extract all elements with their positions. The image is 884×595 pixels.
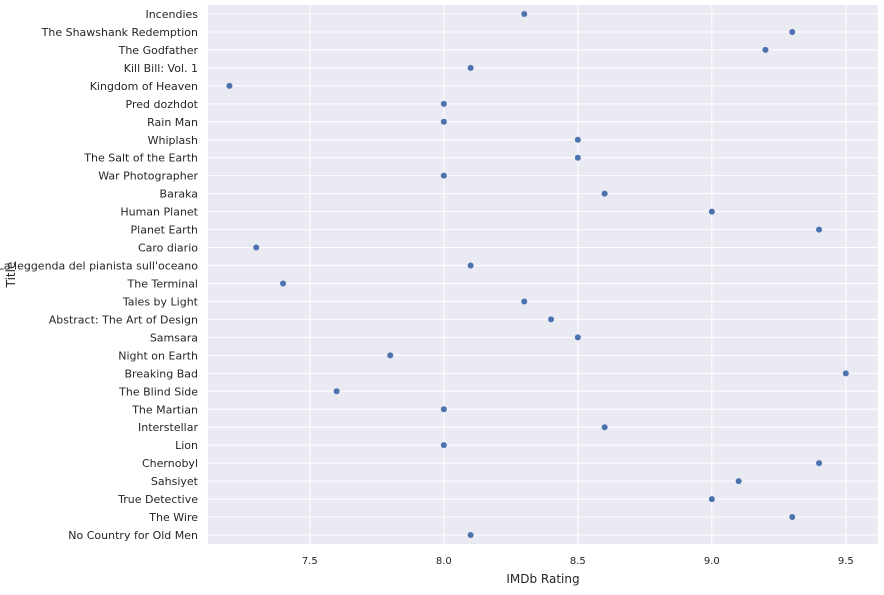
data-point (789, 514, 796, 521)
data-point (387, 352, 394, 359)
data-point (253, 244, 260, 251)
y-tick-label: The Shawshank Redemption (41, 26, 198, 39)
y-tick-label: Interstellar (138, 421, 198, 434)
x-tick-label: 7.5 (302, 556, 318, 567)
y-tick-label: Lion (175, 439, 198, 452)
y-tick-label: The Blind Side (118, 385, 198, 398)
data-point (333, 388, 340, 395)
y-tick-label: True Detective (117, 493, 198, 506)
y-tick-label: Sahsiyet (151, 475, 199, 488)
data-point (574, 334, 581, 341)
y-tick-label: The Godfather (118, 44, 199, 57)
x-tick-label: 8.0 (436, 556, 452, 567)
y-tick-label: The Terminal (127, 277, 198, 290)
y-tick-label: The Wire (148, 511, 198, 524)
x-tick-labels: 7.5 8.0 8.5 9.0 9.5 (302, 556, 854, 567)
y-tick-label: Incendies (145, 8, 198, 21)
y-tick-label: Planet Earth (131, 224, 199, 237)
y-tick-labels: Incendies The Shawshank Redemption The God… (0, 8, 199, 542)
y-tick-label: Abstract: The Art of Design (49, 313, 198, 326)
y-tick-label: War Photographer (98, 170, 198, 183)
y-tick-label: Night on Earth (118, 349, 198, 362)
data-point (574, 154, 581, 161)
data-point (816, 226, 823, 233)
data-point (762, 46, 769, 53)
y-tick-label: Whiplash (148, 134, 198, 147)
y-axis-label: Title (4, 262, 18, 289)
y-tick-label: Pred dozhdot (126, 98, 199, 111)
y-tick-label: Kingdom of Heaven (90, 80, 198, 93)
plot-area (208, 5, 878, 544)
data-point (735, 478, 742, 485)
y-tick-label: Breaking Bad (125, 367, 198, 380)
y-tick-label: Chernobyl (142, 457, 198, 470)
y-tick-label: No Country for Old Men (68, 529, 198, 542)
x-tick-label: 9.0 (704, 556, 720, 567)
data-point (601, 190, 608, 197)
y-tick-label: Kill Bill: Vol. 1 (124, 62, 198, 75)
data-point (842, 370, 849, 377)
data-point (467, 64, 474, 71)
data-point (440, 442, 447, 449)
x-tick-label: 9.5 (838, 556, 854, 567)
data-point (708, 208, 715, 215)
data-points (226, 10, 849, 539)
y-tick-label: Samsara (150, 331, 198, 344)
data-point (467, 532, 474, 539)
y-tick-label: Tales by Light (122, 295, 199, 308)
y-tick-label: Rain Man (147, 116, 198, 129)
y-tick-label: Caro diario (138, 242, 198, 255)
data-point (440, 118, 447, 125)
data-point (440, 406, 447, 413)
data-point (440, 172, 447, 179)
data-point (521, 298, 528, 305)
data-point (789, 28, 796, 35)
data-point (226, 82, 233, 89)
data-point (708, 496, 715, 503)
data-point (601, 424, 608, 431)
y-tick-label: Human Planet (120, 206, 198, 219)
data-point (816, 460, 823, 467)
data-point (467, 262, 474, 269)
y-tick-label: The Salt of the Earth (83, 152, 198, 165)
x-axis-label: IMDb Rating (506, 572, 579, 586)
y-tick-label: The Martian (131, 403, 198, 416)
data-point (521, 10, 528, 17)
x-tick-label: 8.5 (570, 556, 586, 567)
data-point (440, 100, 447, 107)
data-point (280, 280, 287, 287)
data-point (548, 316, 555, 323)
data-point (574, 136, 581, 143)
y-tick-label: La leggenda del pianista sull'oceano (0, 260, 198, 273)
grid-lines (208, 5, 878, 544)
y-tick-label: Baraka (160, 188, 198, 201)
